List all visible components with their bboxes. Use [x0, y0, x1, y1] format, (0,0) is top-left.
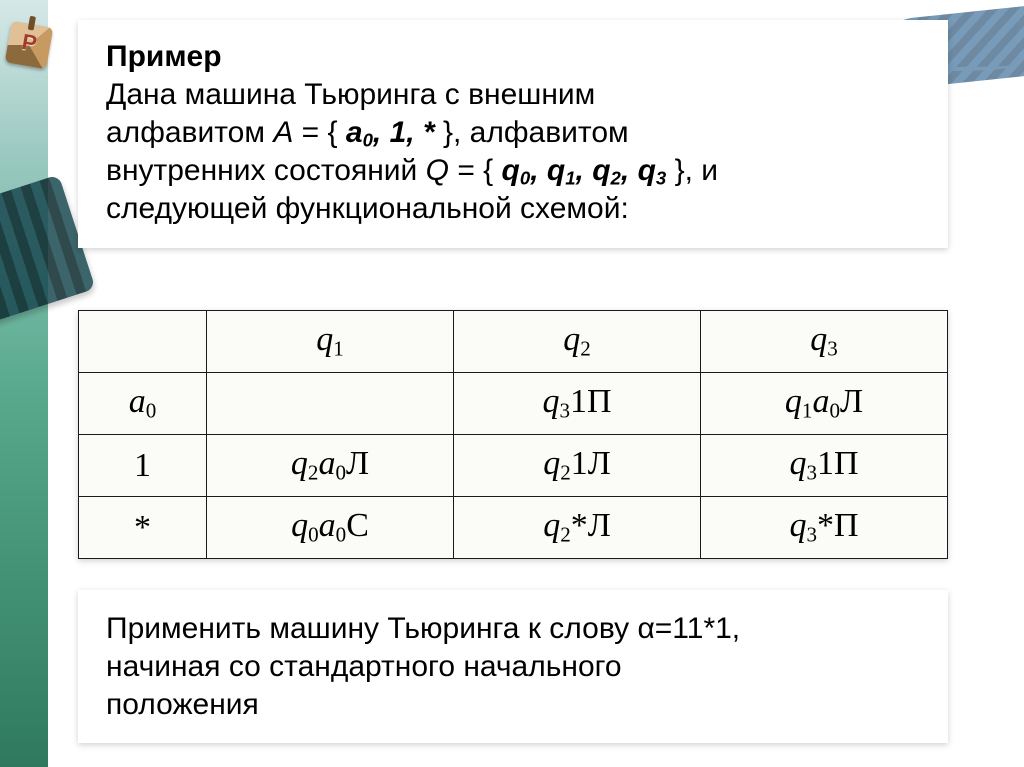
col-q1: q1 — [207, 311, 454, 373]
transition-cell: q31П — [454, 373, 701, 435]
left-accent-strip — [0, 0, 48, 767]
outro-body: Применить машину Тьюринга к слову α=11*1… — [106, 610, 920, 723]
intro-body: Дана машина Тьюринга с внешним алфавитом… — [106, 76, 920, 228]
alphabet-Q-close: }, — [675, 154, 702, 187]
transition-cell: q1a0Л — [701, 373, 948, 435]
table-corner-cell — [79, 311, 207, 373]
table-row: 1q2a0Лq21Лq31П — [79, 435, 948, 497]
intro-title: Пример — [106, 40, 920, 74]
alphabet-Q-eq: = { — [457, 154, 493, 187]
transition-cell: q21Л — [454, 435, 701, 497]
row-symbol: a0 — [79, 373, 207, 435]
outro-line1a: Применить машину Тьюринга к слову — [106, 612, 637, 645]
intro-line4: следующей функциональной схемой: — [106, 192, 629, 225]
row-symbol: * — [79, 497, 207, 559]
alphabet-A-close: }, — [443, 116, 470, 149]
powerpoint-icon — [8, 24, 52, 80]
alphabet-A-lhs: A — [273, 116, 293, 149]
outro-line2: начиная со стандартного начального — [106, 650, 622, 683]
table-header-row: q1 q2 q3 — [79, 311, 948, 373]
intro-line3-suffix: и — [701, 154, 718, 187]
transition-cell: q2a0Л — [207, 435, 454, 497]
alphabet-A-eq: = { — [302, 116, 338, 149]
table-row: a0 q31Пq1a0Л — [79, 373, 948, 435]
outro-line3: положения — [106, 688, 259, 721]
alphabet-A-members: a0, 1, * — [346, 116, 435, 149]
outro-line1b: =11*1, — [655, 612, 740, 645]
intro-line3-prefix: внутренних состояний — [106, 154, 426, 187]
col-q3: q3 — [701, 311, 948, 373]
transition-table: q1 q2 q3 a0q31Пq1a0Л1q2a0Лq21Лq31П*q0a0С… — [78, 310, 948, 559]
alphabet-Q-members: q0, q1, q2, q3 — [502, 154, 667, 187]
table-row: *q0a0Сq2*Лq3*П — [79, 497, 948, 559]
transition-cell: q31П — [701, 435, 948, 497]
alphabet-Q-lhs: Q — [426, 154, 449, 187]
outro-alpha: α — [637, 612, 654, 645]
intro-line2-word2: алфавитом — [470, 116, 629, 149]
intro-line1: Дана машина Тьюринга с внешним — [106, 78, 595, 111]
outro-card: Применить машину Тьюринга к слову α=11*1… — [78, 590, 948, 743]
intro-card: Пример Дана машина Тьюринга с внешним ал… — [78, 20, 948, 248]
transition-cell: q3*П — [701, 497, 948, 559]
intro-line2-word1: алфавитом — [106, 116, 273, 149]
transition-cell: q0a0С — [207, 497, 454, 559]
row-symbol: 1 — [79, 435, 207, 497]
col-q2: q2 — [454, 311, 701, 373]
transition-cell — [207, 373, 454, 435]
transition-cell: q2*Л — [454, 497, 701, 559]
